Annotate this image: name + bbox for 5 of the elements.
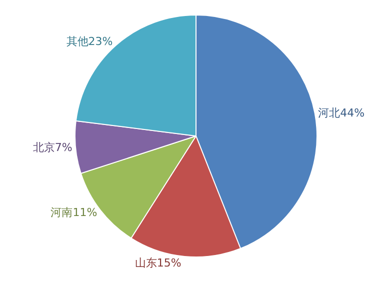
slice-label: 山东15% xyxy=(134,256,182,270)
slice-label: 河北44% xyxy=(318,106,365,120)
slice-label: 北京7% xyxy=(32,140,72,154)
slice-label: 河南11% xyxy=(50,206,98,220)
slice-label: 其他23% xyxy=(66,35,113,48)
